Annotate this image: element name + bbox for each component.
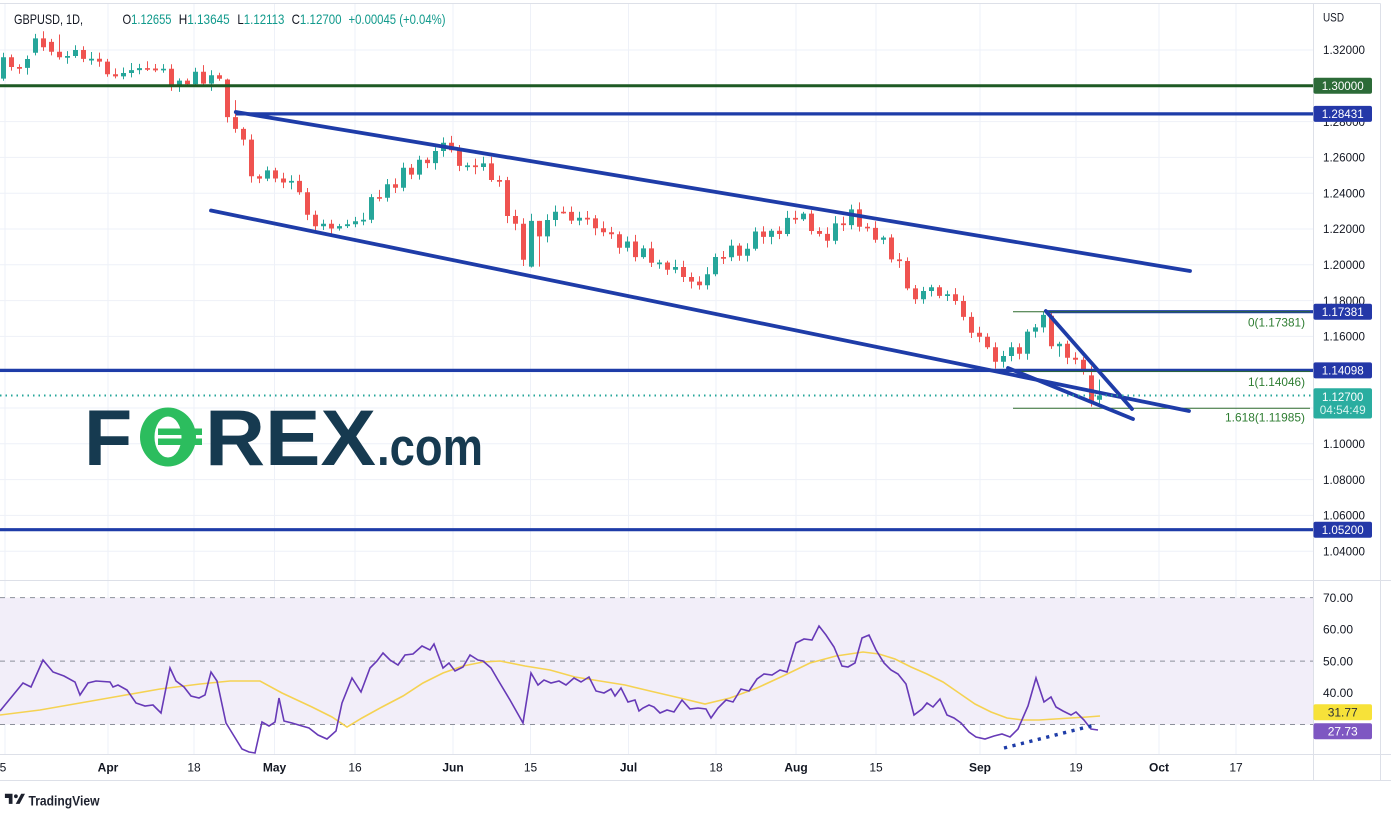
svg-text:19: 19 [1069, 761, 1083, 775]
svg-text:GBPUSD, 1D,: GBPUSD, 1D, [14, 11, 83, 27]
svg-text:Aug: Aug [784, 761, 807, 775]
svg-text:REX: REX [205, 393, 376, 482]
svg-text:1.04000: 1.04000 [1323, 544, 1365, 558]
svg-text:17: 17 [1229, 761, 1243, 775]
svg-text:.com: .com [377, 418, 483, 477]
svg-text:1.16000: 1.16000 [1323, 330, 1365, 344]
svg-text:31.77: 31.77 [1328, 706, 1358, 720]
svg-text:O1.12655: O1.12655 [123, 11, 172, 27]
svg-text:H1.13645: H1.13645 [179, 11, 230, 27]
svg-text:1.12700: 1.12700 [1322, 390, 1364, 404]
svg-text:1.30000: 1.30000 [1322, 79, 1364, 93]
svg-text:1.06000: 1.06000 [1323, 509, 1365, 523]
svg-text:1.26000: 1.26000 [1323, 151, 1365, 165]
svg-text:5: 5 [0, 761, 7, 775]
svg-text:May: May [263, 761, 287, 775]
svg-text:F: F [84, 393, 130, 482]
svg-text:1.14098: 1.14098 [1322, 364, 1364, 378]
svg-text:50.00: 50.00 [1323, 654, 1353, 668]
svg-text:1.24000: 1.24000 [1323, 186, 1365, 200]
svg-text:15: 15 [524, 761, 538, 775]
svg-text:1.17381: 1.17381 [1322, 305, 1364, 319]
svg-text:1.22000: 1.22000 [1323, 222, 1365, 236]
svg-text:18: 18 [709, 761, 723, 775]
svg-text:1(1.14046): 1(1.14046) [1248, 375, 1305, 389]
svg-text:1.618(1.11985): 1.618(1.11985) [1225, 411, 1305, 425]
svg-text:27.73: 27.73 [1328, 724, 1358, 738]
svg-text:C1.12700: C1.12700 [292, 11, 342, 27]
svg-text:+0.00045 (+0.04%): +0.00045 (+0.04%) [349, 11, 446, 27]
svg-text:40.00: 40.00 [1323, 686, 1353, 700]
svg-text:0(1.17381): 0(1.17381) [1248, 316, 1305, 330]
svg-text:60.00: 60.00 [1323, 623, 1353, 637]
svg-text:16: 16 [348, 761, 362, 775]
svg-text:18: 18 [187, 761, 201, 775]
svg-text:15: 15 [869, 761, 883, 775]
svg-text:1.28431: 1.28431 [1322, 107, 1364, 121]
svg-text:1.10000: 1.10000 [1323, 437, 1365, 451]
svg-text:Sep: Sep [969, 761, 991, 775]
svg-text:Oct: Oct [1149, 761, 1169, 775]
svg-text:70.00: 70.00 [1323, 591, 1353, 605]
svg-text:Jul: Jul [620, 761, 637, 775]
svg-text:Apr: Apr [98, 761, 119, 775]
svg-text:1.05200: 1.05200 [1322, 523, 1364, 537]
svg-text:TradingView: TradingView [29, 794, 100, 809]
svg-text:1.20000: 1.20000 [1323, 258, 1365, 272]
svg-text:USD: USD [1323, 11, 1344, 25]
svg-text:1.32000: 1.32000 [1323, 43, 1365, 57]
svg-text:1.08000: 1.08000 [1323, 473, 1365, 487]
svg-text:L1.12113: L1.12113 [237, 11, 284, 27]
svg-text:Jun: Jun [442, 761, 463, 775]
svg-text:04:54:49: 04:54:49 [1320, 403, 1366, 417]
